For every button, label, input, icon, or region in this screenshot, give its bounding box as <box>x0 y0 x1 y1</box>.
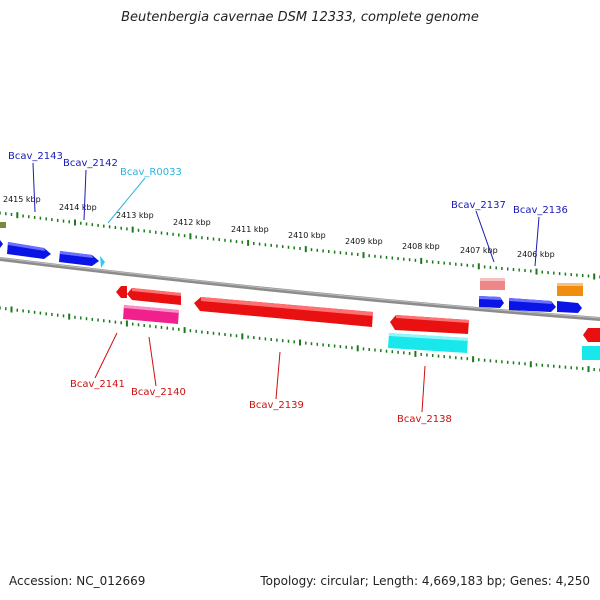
gene-bcav-r0033[interactable] <box>100 256 105 268</box>
gene-label: Bcav_2142 <box>63 158 118 169</box>
gene-right-cyan[interactable] <box>582 346 600 360</box>
kbp-label: 2415 kbp <box>3 195 41 204</box>
gene-orange[interactable] <box>557 283 583 296</box>
gene-right-forward[interactable] <box>557 301 582 313</box>
gene-label: Bcav_2139 <box>249 400 304 411</box>
gene-bcav-2139[interactable] <box>194 297 373 327</box>
gene-partial[interactable] <box>0 222 6 228</box>
kbp-label: 2410 kbp <box>288 231 326 240</box>
genome-summary-text: Topology: circular; Length: 4,669,183 bp… <box>260 574 590 588</box>
gene-right-reverse[interactable] <box>583 328 600 342</box>
gene-label: Bcav_2141 <box>70 379 125 390</box>
kbp-label: 2407 kbp <box>460 246 498 255</box>
kbp-tick-labels: 2415 kbp 2414 kbp 2413 kbp 2412 kbp 2411… <box>3 195 555 259</box>
upper-tick-track <box>0 211 600 280</box>
gene-label: Bcav_2140 <box>131 387 186 398</box>
accession-text: Accession: NC_012669 <box>9 574 146 588</box>
gene-label: Bcav_2143 <box>8 151 63 162</box>
gene-label: Bcav_2138 <box>397 414 452 425</box>
gene-label: Bcav_2136 <box>513 205 568 216</box>
label-leaders <box>32 162 540 413</box>
gene-label: Bcav_2137 <box>451 200 506 211</box>
reverse-strand-genes <box>116 286 600 360</box>
kbp-label: 2414 kbp <box>59 203 97 212</box>
lower-tick-track <box>0 306 600 373</box>
genome-backbone <box>0 257 600 321</box>
kbp-label: 2409 kbp <box>345 237 383 246</box>
gene-bcav-2141[interactable] <box>116 286 127 298</box>
map-title: Beutenbergia cavernae DSM 12333, complet… <box>121 10 479 25</box>
kbp-label: 2408 kbp <box>402 242 440 251</box>
gene-labels: Bcav_2143 Bcav_2142 Bcav_R0033 Bcav_2137… <box>8 151 568 425</box>
gene-label: Bcav_R0033 <box>120 167 182 178</box>
forward-strand-genes <box>0 222 583 313</box>
gene-partial-arrow[interactable] <box>0 240 3 248</box>
kbp-label: 2413 kbp <box>116 211 154 220</box>
kbp-label: 2411 kbp <box>231 225 269 234</box>
kbp-label: 2412 kbp <box>173 218 211 227</box>
